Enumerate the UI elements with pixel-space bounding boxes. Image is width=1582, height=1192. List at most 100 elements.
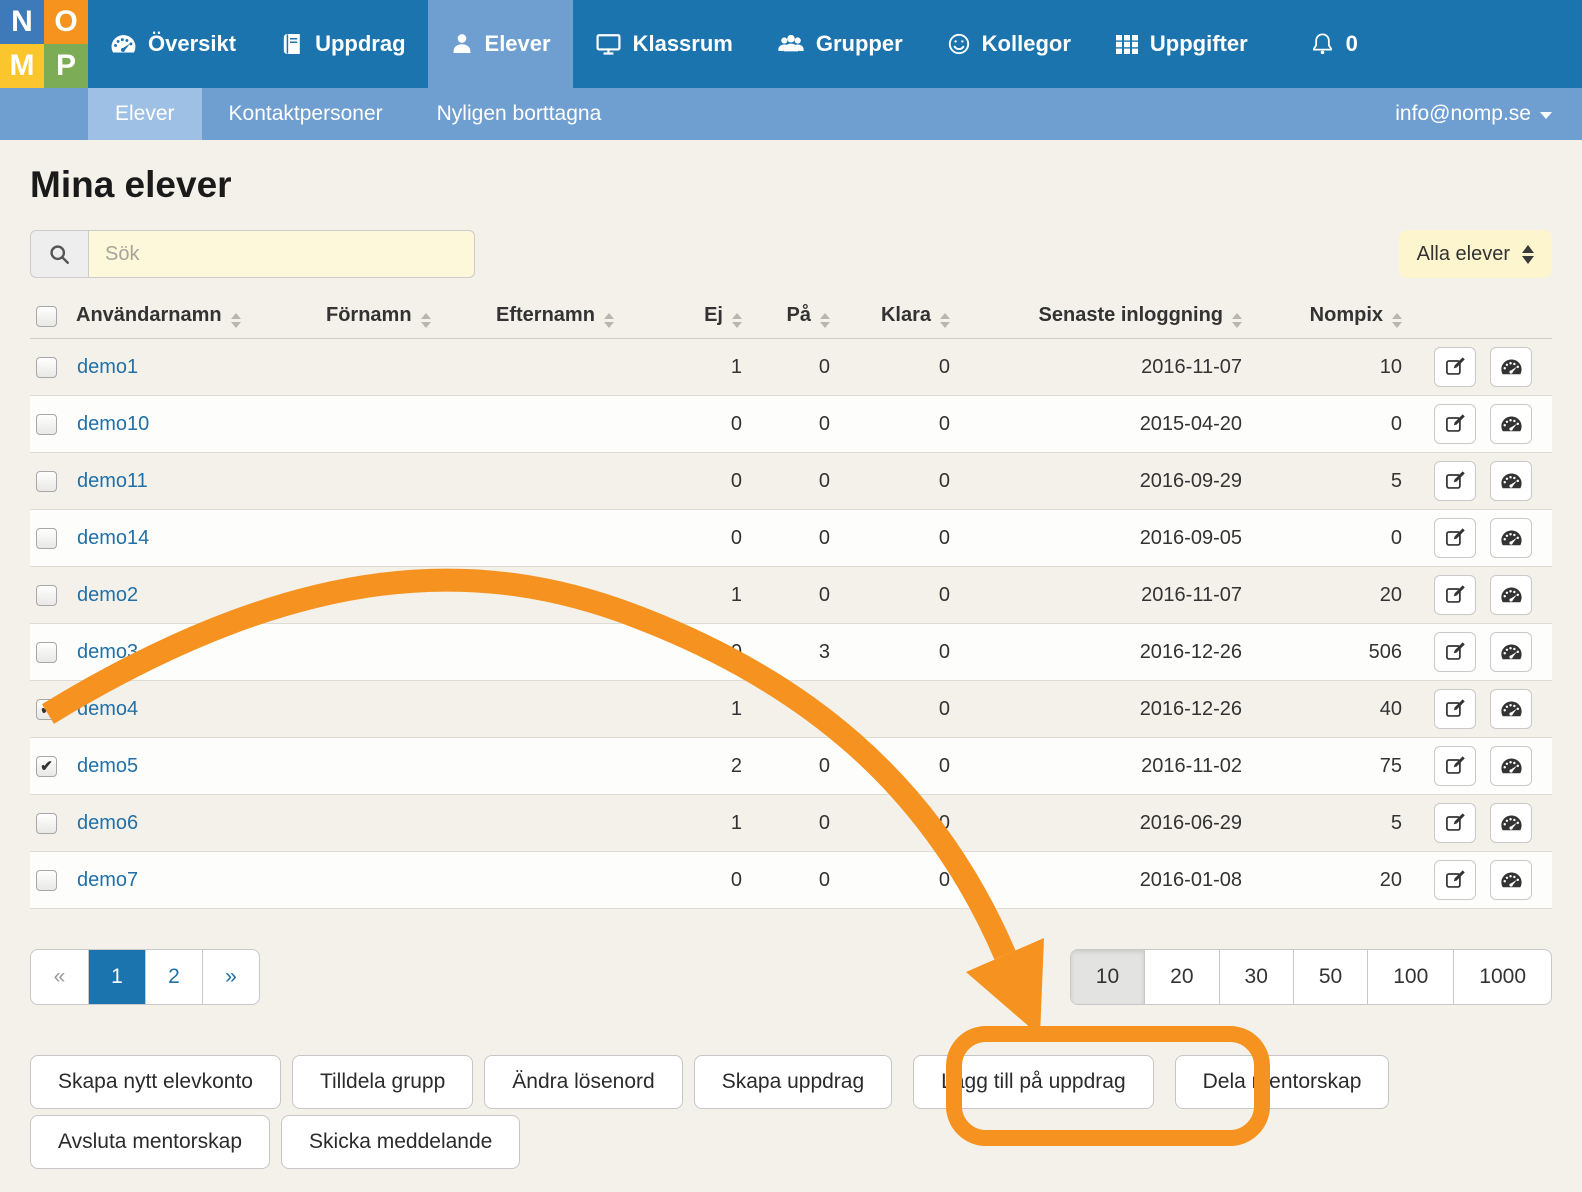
gauge-icon	[1500, 642, 1523, 662]
username-link[interactable]: demo10	[77, 412, 150, 435]
tilldela-grupp-button[interactable]: Tilldela grupp	[291, 1055, 474, 1109]
row-checkbox[interactable]: ✔	[36, 641, 57, 663]
column-header-ej[interactable]: Ej	[676, 294, 764, 339]
student-progress-button[interactable]	[1490, 860, 1532, 901]
ej-cell: 0	[730, 868, 742, 891]
student-progress-button[interactable]	[1490, 632, 1532, 673]
account-menu[interactable]: info@nomp.se	[1365, 88, 1582, 140]
page-size-100[interactable]: 100	[1367, 950, 1453, 1004]
pa-cell: 3	[818, 640, 830, 663]
edit-student-button[interactable]	[1434, 745, 1477, 786]
row-checkbox[interactable]: ✔	[36, 527, 57, 549]
notifications-button[interactable]: 0	[1288, 0, 1380, 88]
username-link[interactable]: demo4	[77, 697, 139, 720]
ej-cell: 1	[730, 811, 742, 834]
search-input[interactable]	[88, 230, 475, 278]
pagination-page-2[interactable]: 2	[145, 950, 202, 1004]
skapa-uppdrag-button[interactable]: Skapa uppdrag	[693, 1055, 893, 1109]
nav-item-oversikt[interactable]: Översikt	[88, 0, 258, 88]
dela-mentorskap-button[interactable]: Dela mentorskap	[1174, 1055, 1390, 1109]
row-checkbox[interactable]: ✔	[36, 413, 57, 435]
edit-student-button[interactable]	[1434, 346, 1477, 387]
username-link[interactable]: demo7	[77, 868, 139, 891]
edit-student-button[interactable]	[1434, 574, 1477, 615]
row-checkbox[interactable]: ✔	[36, 470, 57, 492]
nav-item-uppgifter[interactable]: Uppgifter	[1093, 0, 1270, 88]
username-link[interactable]: demo14	[77, 526, 150, 549]
edit-student-button[interactable]	[1434, 460, 1477, 501]
andra-losenord-button[interactable]: Ändra lösenord	[484, 1055, 683, 1109]
nav-item-elever[interactable]: Elever	[427, 0, 573, 88]
row-checkbox[interactable]: ✔	[36, 356, 57, 378]
pagination-first[interactable]: «	[53, 965, 66, 988]
pa-cell: 0	[818, 526, 830, 549]
column-header-fornamn[interactable]: Förnamn	[326, 294, 496, 339]
column-header-efternamn[interactable]: Efternamn	[496, 294, 676, 339]
avsluta-mentorskap-button[interactable]: Avsluta mentorskap	[30, 1115, 271, 1169]
page-size-50[interactable]: 50	[1292, 950, 1367, 1004]
page-size-20[interactable]: 20	[1144, 950, 1218, 1004]
column-header-nompix[interactable]: Nompix	[1264, 294, 1424, 339]
edit-student-button[interactable]	[1434, 403, 1477, 444]
klara-cell: 0	[938, 583, 950, 606]
table-row: ✔ demo14 0 0 0 2016-09-05 0	[30, 509, 1552, 567]
student-progress-button[interactable]	[1490, 575, 1532, 616]
student-progress-button[interactable]	[1490, 746, 1532, 787]
pagination-page-1[interactable]: 1	[88, 950, 145, 1004]
subnav-item-nyligen-borttagna[interactable]: Nyligen borttagna	[410, 88, 629, 140]
nav-item-grupper[interactable]: Grupper	[755, 0, 925, 88]
logo-letter-m: M	[0, 44, 44, 88]
column-header-pa[interactable]: På	[764, 294, 852, 339]
skapa-nytt-elevkonto-button[interactable]: Skapa nytt elevkonto	[30, 1055, 281, 1109]
column-header-klara[interactable]: Klara	[852, 294, 972, 339]
username-link[interactable]: demo5	[77, 754, 139, 777]
nav-item-label: Grupper	[815, 31, 903, 56]
column-header-senaste-inloggning[interactable]: Senaste inloggning	[972, 294, 1264, 339]
subnav-item-kontaktpersoner[interactable]: Kontaktpersoner	[202, 88, 410, 140]
select-all-checkbox[interactable]: ✔	[36, 305, 57, 327]
row-checkbox[interactable]: ✔	[36, 869, 57, 891]
student-progress-button[interactable]	[1490, 803, 1532, 844]
student-progress-button[interactable]	[1490, 404, 1532, 445]
student-progress-button[interactable]	[1490, 518, 1532, 559]
edit-student-button[interactable]	[1434, 517, 1477, 558]
username-link[interactable]: demo3	[77, 640, 139, 663]
page-size-30[interactable]: 30	[1218, 950, 1293, 1004]
firstname-cell	[326, 396, 496, 453]
username-link[interactable]: demo6	[77, 811, 139, 834]
row-checkbox[interactable]: ✔	[36, 584, 57, 606]
pagination-next[interactable]: »	[202, 950, 259, 1004]
nomp-logo[interactable]: N O M P	[0, 0, 88, 88]
username-link[interactable]: demo11	[77, 469, 148, 492]
skicka-meddelande-button[interactable]: Skicka meddelande	[281, 1115, 521, 1169]
page-title: Mina elever	[30, 164, 232, 205]
student-filter-select[interactable]: Alla elever	[1398, 230, 1552, 278]
student-progress-button[interactable]	[1490, 347, 1532, 388]
page-size-10[interactable]: 10	[1070, 950, 1145, 1004]
row-checkbox[interactable]: ✔	[36, 812, 57, 834]
username-link[interactable]: demo2	[77, 583, 139, 606]
nav-item-klassrum[interactable]: Klassrum	[573, 0, 755, 88]
student-progress-button[interactable]	[1490, 689, 1532, 730]
edit-student-button[interactable]	[1434, 802, 1477, 843]
edit-student-button[interactable]	[1434, 631, 1477, 672]
filter-value: Alla elever	[1416, 242, 1510, 265]
gauge-icon	[1500, 585, 1523, 605]
edit-student-button[interactable]	[1434, 688, 1477, 729]
lagg-till-pa-uppdrag-button[interactable]: Lägg till på uppdrag	[913, 1055, 1154, 1109]
logo-letter-o: O	[44, 0, 88, 44]
sort-icon	[820, 313, 830, 328]
row-checkbox[interactable]: ✔	[36, 698, 57, 720]
gauge-icon	[1500, 414, 1523, 434]
edit-student-button[interactable]	[1434, 859, 1477, 900]
nav-item-uppdrag[interactable]: Uppdrag	[258, 0, 427, 88]
klara-cell: 0	[938, 640, 950, 663]
table-header-row: ✔ Användarnamn Förnamn Efternamn Ej På K…	[30, 294, 1552, 339]
page-size-1000[interactable]: 1000	[1453, 950, 1551, 1004]
nav-item-kollegor[interactable]: Kollegor	[925, 0, 1093, 88]
student-progress-button[interactable]	[1490, 461, 1532, 502]
username-link[interactable]: demo1	[77, 355, 139, 378]
subnav-item-elever[interactable]: Elever	[88, 88, 202, 140]
row-checkbox[interactable]: ✔	[36, 755, 57, 777]
column-header-anvandarnamn[interactable]: Användarnamn	[76, 294, 326, 339]
